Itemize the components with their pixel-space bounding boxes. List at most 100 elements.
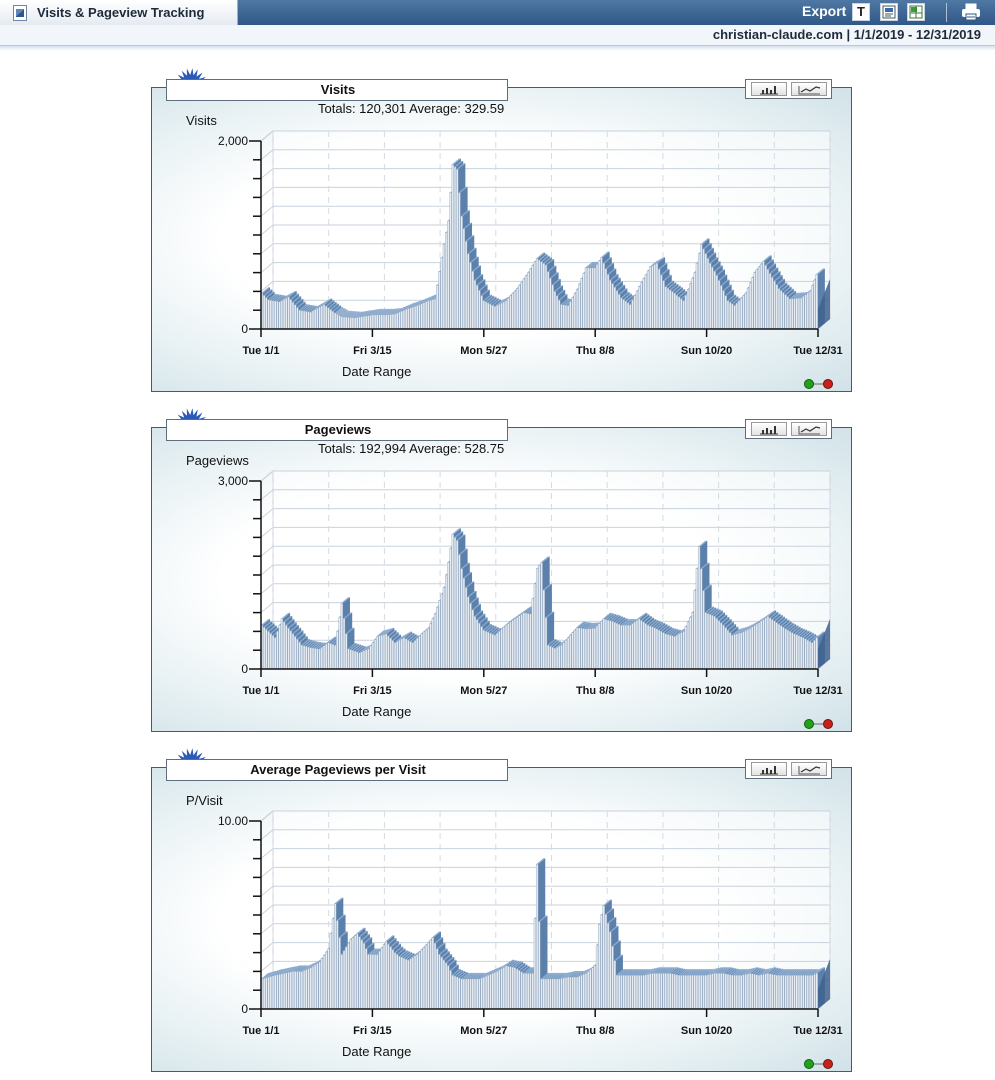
line-chart-icon — [798, 86, 821, 95]
x-tick-label: Tue 1/1 — [242, 345, 279, 357]
chart-type-controls — [745, 79, 832, 99]
pageviews-chart-panel: Pageviews Totals: 192,994 Average: 528.75… — [151, 408, 852, 732]
grid-line — [260, 583, 274, 595]
report-title: Visits & Pageview Tracking — [37, 5, 205, 20]
bar-chart-button[interactable] — [751, 762, 787, 776]
bar-chart-icon — [760, 86, 778, 95]
bar-chart-button[interactable] — [751, 422, 787, 436]
grid-line — [260, 923, 274, 935]
x-tick-label: Fri 3/15 — [353, 345, 392, 357]
end-cap — [818, 619, 830, 669]
chart-title-box: Average Pageviews per Visit — [166, 759, 508, 781]
grid-line — [260, 149, 274, 161]
bar-series — [260, 858, 825, 1010]
chart-title: Visits — [320, 82, 356, 97]
x-tick-label: Tue 1/1 — [242, 1025, 279, 1037]
x-axis-label: Date Range — [342, 1044, 412, 1059]
x-tick-label: Fri 3/15 — [353, 685, 392, 697]
report-doc-icon — [882, 5, 896, 19]
grid-line — [260, 262, 274, 273]
bar-chart-button[interactable] — [751, 82, 787, 96]
chart-type-controls — [745, 419, 832, 439]
x-axis-label: Date Range — [342, 704, 412, 719]
toolbar-divider — [946, 3, 947, 22]
x-tick-label: Mon 5/27 — [460, 345, 507, 357]
plot-area: 0 10.00 Tue 1/1 Fri 3/15 Mon 5/27 Thu 8/8 Sun … — [218, 810, 843, 1037]
grid-line — [260, 281, 274, 292]
grid-line — [260, 564, 274, 576]
grid-line — [260, 867, 274, 878]
report-tab[interactable]: Visits & Pageview Tracking — [0, 0, 238, 25]
x-tick-label: Tue 12/31 — [793, 1025, 842, 1037]
line-chart-icon — [798, 766, 821, 775]
y-tick-label: 3,000 — [218, 474, 248, 488]
grid-line — [260, 527, 274, 538]
grid-line — [260, 130, 274, 142]
spreadsheet-icon — [909, 5, 923, 19]
grid-line — [260, 810, 274, 822]
print-button[interactable] — [961, 3, 980, 21]
grid-line — [260, 829, 274, 841]
x-tick-label: Sun 10/20 — [681, 1025, 732, 1037]
printer-icon — [962, 3, 980, 21]
x-tick-label: Sun 10/20 — [681, 685, 732, 697]
grid-line — [260, 224, 274, 236]
y-tick-label: 10.00 — [218, 814, 248, 828]
grid-line — [260, 205, 274, 217]
line-chart-button[interactable] — [791, 762, 827, 776]
line-chart-button[interactable] — [791, 422, 827, 436]
visits-chart-panel: Visits Totals: 120,301 Average: 329.59 Vis… — [151, 68, 852, 392]
x-tick-label: Sun 10/20 — [681, 345, 732, 357]
status-indicator — [804, 379, 833, 389]
status-indicator — [804, 1059, 833, 1069]
end-cap — [818, 959, 830, 1009]
x-axis-label: Date Range — [342, 364, 412, 379]
plot-area: 0 2,000 Tue 1/1 Fri 3/15 Mon 5/27 Thu 8/8 Sun … — [218, 130, 843, 357]
y-tick-label: 2,000 — [218, 134, 248, 148]
plot-area: 0 3,000 Tue 1/1 Fri 3/15 Mon 5/27 Thu 8/8 Sun … — [218, 470, 843, 697]
bar-chart-icon — [760, 766, 778, 775]
x-tick-label: Thu 8/8 — [576, 1025, 615, 1037]
top-toolbar: Visits & Pageview Tracking Export T — [0, 0, 995, 25]
x-tick-label: Mon 5/27 — [460, 1025, 507, 1037]
chart-title-box: Visits — [166, 79, 508, 101]
y-axis-label: Visits — [186, 113, 217, 128]
grid-line — [260, 489, 274, 501]
grid-line — [260, 243, 274, 255]
grid-line — [260, 470, 274, 482]
bar-series — [260, 528, 825, 670]
grid-line — [260, 942, 274, 953]
grid-line — [260, 885, 274, 897]
grid-line — [260, 187, 274, 198]
report-icon — [13, 5, 27, 21]
x-tick-label: Tue 1/1 — [242, 685, 279, 697]
x-tick-label: Tue 12/31 — [793, 685, 842, 697]
grid-line — [260, 508, 274, 519]
chart-type-controls — [745, 759, 832, 779]
end-cap — [818, 279, 830, 329]
y-tick-label: 0 — [241, 662, 248, 676]
x-tick-label: Thu 8/8 — [576, 685, 615, 697]
bar-chart-icon — [760, 426, 778, 435]
x-tick-label: Tue 12/31 — [793, 345, 842, 357]
x-tick-label: Thu 8/8 — [576, 345, 615, 357]
grid-line — [260, 545, 274, 557]
grid-line — [260, 168, 274, 179]
y-tick-label: 0 — [241, 1002, 248, 1016]
chart-title: Pageviews — [304, 422, 372, 437]
y-tick-label: 0 — [241, 322, 248, 336]
chart-title-box: Pageviews — [166, 419, 508, 441]
export-report-button[interactable] — [880, 3, 898, 21]
line-chart-icon — [798, 426, 821, 435]
export-text-button[interactable]: T — [852, 3, 870, 21]
line-chart-button[interactable] — [791, 82, 827, 96]
x-tick-label: Fri 3/15 — [353, 1025, 392, 1037]
export-excel-button[interactable] — [907, 3, 925, 21]
grid-line — [260, 602, 274, 613]
y-axis-label: P/Visit — [186, 793, 223, 808]
grid-line — [260, 848, 274, 859]
chart-title: Average Pageviews per Visit — [250, 762, 426, 777]
status-indicator — [804, 719, 833, 729]
y-axis-label: Pageviews — [186, 453, 249, 468]
report-subheader: christian-claude.com | 1/1/2019 - 12/31/… — [0, 25, 995, 51]
